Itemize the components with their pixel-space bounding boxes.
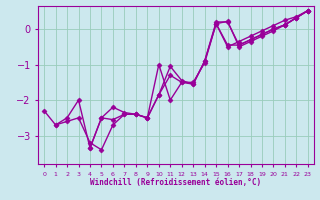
X-axis label: Windchill (Refroidissement éolien,°C): Windchill (Refroidissement éolien,°C) [91,178,261,187]
